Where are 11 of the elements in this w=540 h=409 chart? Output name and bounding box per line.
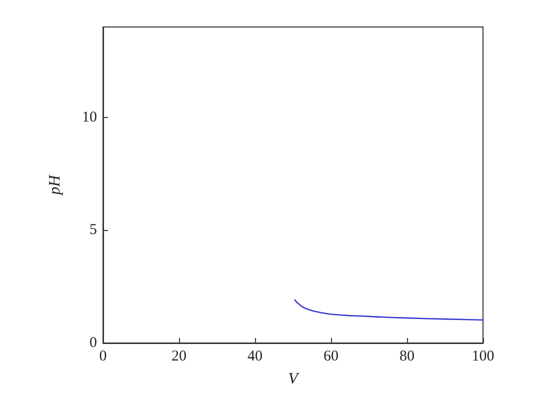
- line-series: [294, 299, 484, 321]
- x-tick-label: 80: [400, 348, 414, 364]
- y-tick-label: 10: [82, 109, 97, 126]
- x-tick-label: 60: [324, 348, 338, 364]
- y-axis-title: pH: [46, 174, 64, 196]
- y-tick-label: 0: [90, 335, 97, 351]
- y-tick-label: 5: [90, 222, 97, 238]
- x-axis-title: V: [288, 370, 300, 388]
- x-tick-label: 20: [172, 348, 186, 364]
- x-tick-label: 40: [248, 348, 262, 364]
- x-tick-label: 100: [472, 348, 494, 364]
